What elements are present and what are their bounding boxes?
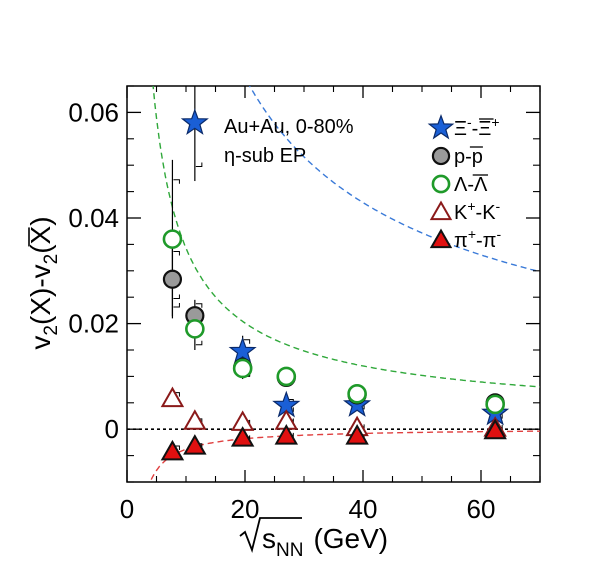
data-point <box>274 424 299 445</box>
legend: Ξ--Ξ+ p-p Λ-ΛK+-K-π+-π- <box>427 113 501 252</box>
sys-error-bracket <box>195 162 203 168</box>
sys-error-bracket <box>173 179 180 300</box>
legend-label: K+-K- <box>454 198 501 224</box>
legend-item: π+-π- <box>429 226 501 252</box>
x-axis-label: sNN (GeV) <box>262 523 388 561</box>
y-axis-title: v2(X)-v2(X) <box>25 216 62 349</box>
data-point <box>232 358 253 379</box>
data-point <box>276 366 297 387</box>
y-tick-label: 0 <box>105 414 119 444</box>
sqrt-sign <box>239 517 302 553</box>
fit-curves <box>149 86 540 482</box>
legend-item: Λ-Λ <box>431 174 489 196</box>
y-tick-label: 0.04 <box>68 203 119 233</box>
annotation-system: Au+Au, 0-80% <box>224 116 354 138</box>
x-tick-label: 0 <box>120 494 134 524</box>
data-point <box>228 336 257 364</box>
data-point <box>160 439 185 461</box>
data-point <box>160 386 185 408</box>
data-point <box>485 394 505 415</box>
data-points <box>160 86 510 461</box>
legend-marker <box>431 146 451 166</box>
fit-curve <box>149 430 540 482</box>
data-point <box>162 269 183 289</box>
x-axis-title: sNN (GeV) <box>239 517 388 561</box>
data-point <box>483 418 507 440</box>
fit-curve <box>248 86 540 273</box>
y-tick-label: 0.06 <box>68 97 119 127</box>
data-point <box>183 409 207 430</box>
legend-item: K+-K- <box>429 198 501 224</box>
data-point <box>347 384 367 404</box>
y-axis-label: v2(X)-v2(X) <box>25 216 62 349</box>
legend-label: π+-π- <box>454 226 501 252</box>
legend-item: Ξ--Ξ+ <box>427 113 500 140</box>
data-point <box>180 108 209 135</box>
x-axis: 0 20 40 60 <box>120 86 541 524</box>
y-tick-label: 0.02 <box>68 309 119 339</box>
data-point <box>185 319 205 339</box>
sys-error-bracket <box>173 251 180 308</box>
annotations: Au+Au, 0-80% η-sub EP <box>224 116 354 167</box>
legend-marker <box>429 228 453 249</box>
y-axis: 0 0.02 0.04 0.06 <box>68 85 540 483</box>
legend-marker <box>429 200 453 221</box>
data-point <box>183 434 207 455</box>
legend-marker <box>427 113 455 140</box>
data-point <box>230 426 255 447</box>
legend-label: Ξ--Ξ+ <box>454 114 500 140</box>
legend-marker <box>431 174 451 194</box>
legend-item: p-p <box>431 146 483 168</box>
legend-label: Λ-Λ <box>454 174 488 196</box>
annotation-method: η-sub EP <box>224 145 306 167</box>
x-tick-label: 40 <box>349 494 378 524</box>
x-tick-label: 20 <box>231 494 260 524</box>
fit-curve <box>152 86 540 388</box>
data-point <box>162 229 183 249</box>
legend-label: p-p <box>454 146 483 168</box>
data-point <box>345 424 369 445</box>
x-tick-label: 60 <box>467 494 496 524</box>
